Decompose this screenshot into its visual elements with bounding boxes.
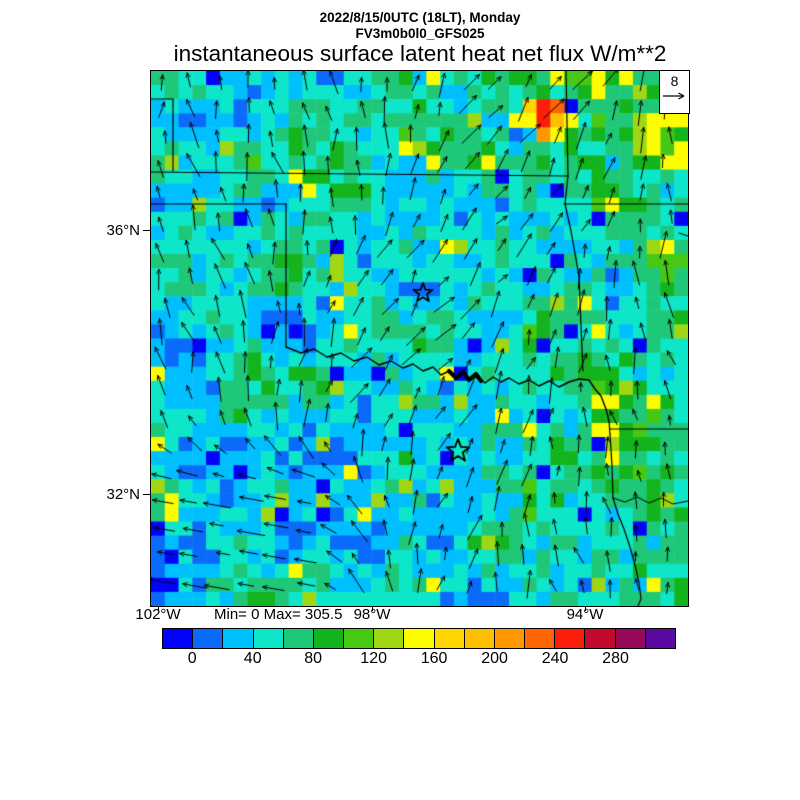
- colorbar-segment: [282, 628, 314, 649]
- colorbar-tick-label: 200: [481, 650, 508, 667]
- lon-tick-mark: [372, 606, 373, 611]
- colorbar-segment: [524, 628, 556, 649]
- colorbar-segment: [554, 628, 586, 649]
- colorbar-tick-label: 120: [360, 650, 387, 667]
- reference-vector-box: 8: [659, 70, 690, 114]
- colorbar-segment: [614, 628, 646, 649]
- colorbar-segment: [644, 628, 676, 649]
- colorbar-tick-label: 40: [243, 650, 262, 667]
- colorbar-segment: [343, 628, 375, 649]
- lat-tick-label-36n: 36°N: [106, 222, 140, 239]
- lon-tick-mark: [585, 606, 586, 611]
- map-plot-area: [150, 70, 689, 607]
- lon-tick-mark: [158, 606, 159, 611]
- colorbar-segment: [222, 628, 254, 649]
- colorbar-tick-label: 80: [304, 650, 323, 667]
- colorbar-tick-label: 160: [420, 650, 448, 667]
- colorbar-segment: [252, 628, 284, 649]
- map-canvas: [151, 71, 688, 606]
- lon-tick-label-98w: 98°W: [353, 606, 391, 623]
- colorbar-ticks: 0 40 80 120 160 200 240 280: [162, 650, 676, 670]
- colorbar-segment: [312, 628, 345, 649]
- colorbar-segment: [493, 628, 526, 649]
- colorbar-tick-label: 0: [187, 650, 197, 667]
- lon-tick-label-102w: 102°W: [135, 606, 181, 623]
- lat-tick-mark: [143, 230, 150, 231]
- minmax-stats: Min= 0 Max= 305.5: [214, 606, 343, 623]
- lat-tick-label-32n: 32°N: [106, 486, 140, 503]
- colorbar: [162, 628, 676, 649]
- colorbar-segment: [463, 628, 495, 649]
- reference-vector-arrow-icon: [663, 92, 685, 100]
- lon-tick-label-94w: 94°W: [566, 606, 604, 623]
- datetime-subtitle: 2022/8/15/0UTC (18LT), Monday: [319, 10, 521, 25]
- colorbar-tick-label: 240: [541, 650, 569, 667]
- page-title: instantaneous surface latent heat net fl…: [173, 41, 667, 66]
- colorbar-segment: [584, 628, 616, 649]
- colorbar-segment: [192, 628, 224, 649]
- colorbar-segment: [373, 628, 405, 649]
- reference-vector-value: 8: [670, 73, 679, 89]
- colorbar-segment: [162, 628, 194, 649]
- model-subtitle: FV3m0b0l0_GFS025: [355, 26, 485, 41]
- colorbar-segment: [433, 628, 465, 649]
- colorbar-tick-label: 280: [602, 650, 629, 667]
- lat-tick-mark: [143, 494, 150, 495]
- colorbar-segment: [403, 628, 435, 649]
